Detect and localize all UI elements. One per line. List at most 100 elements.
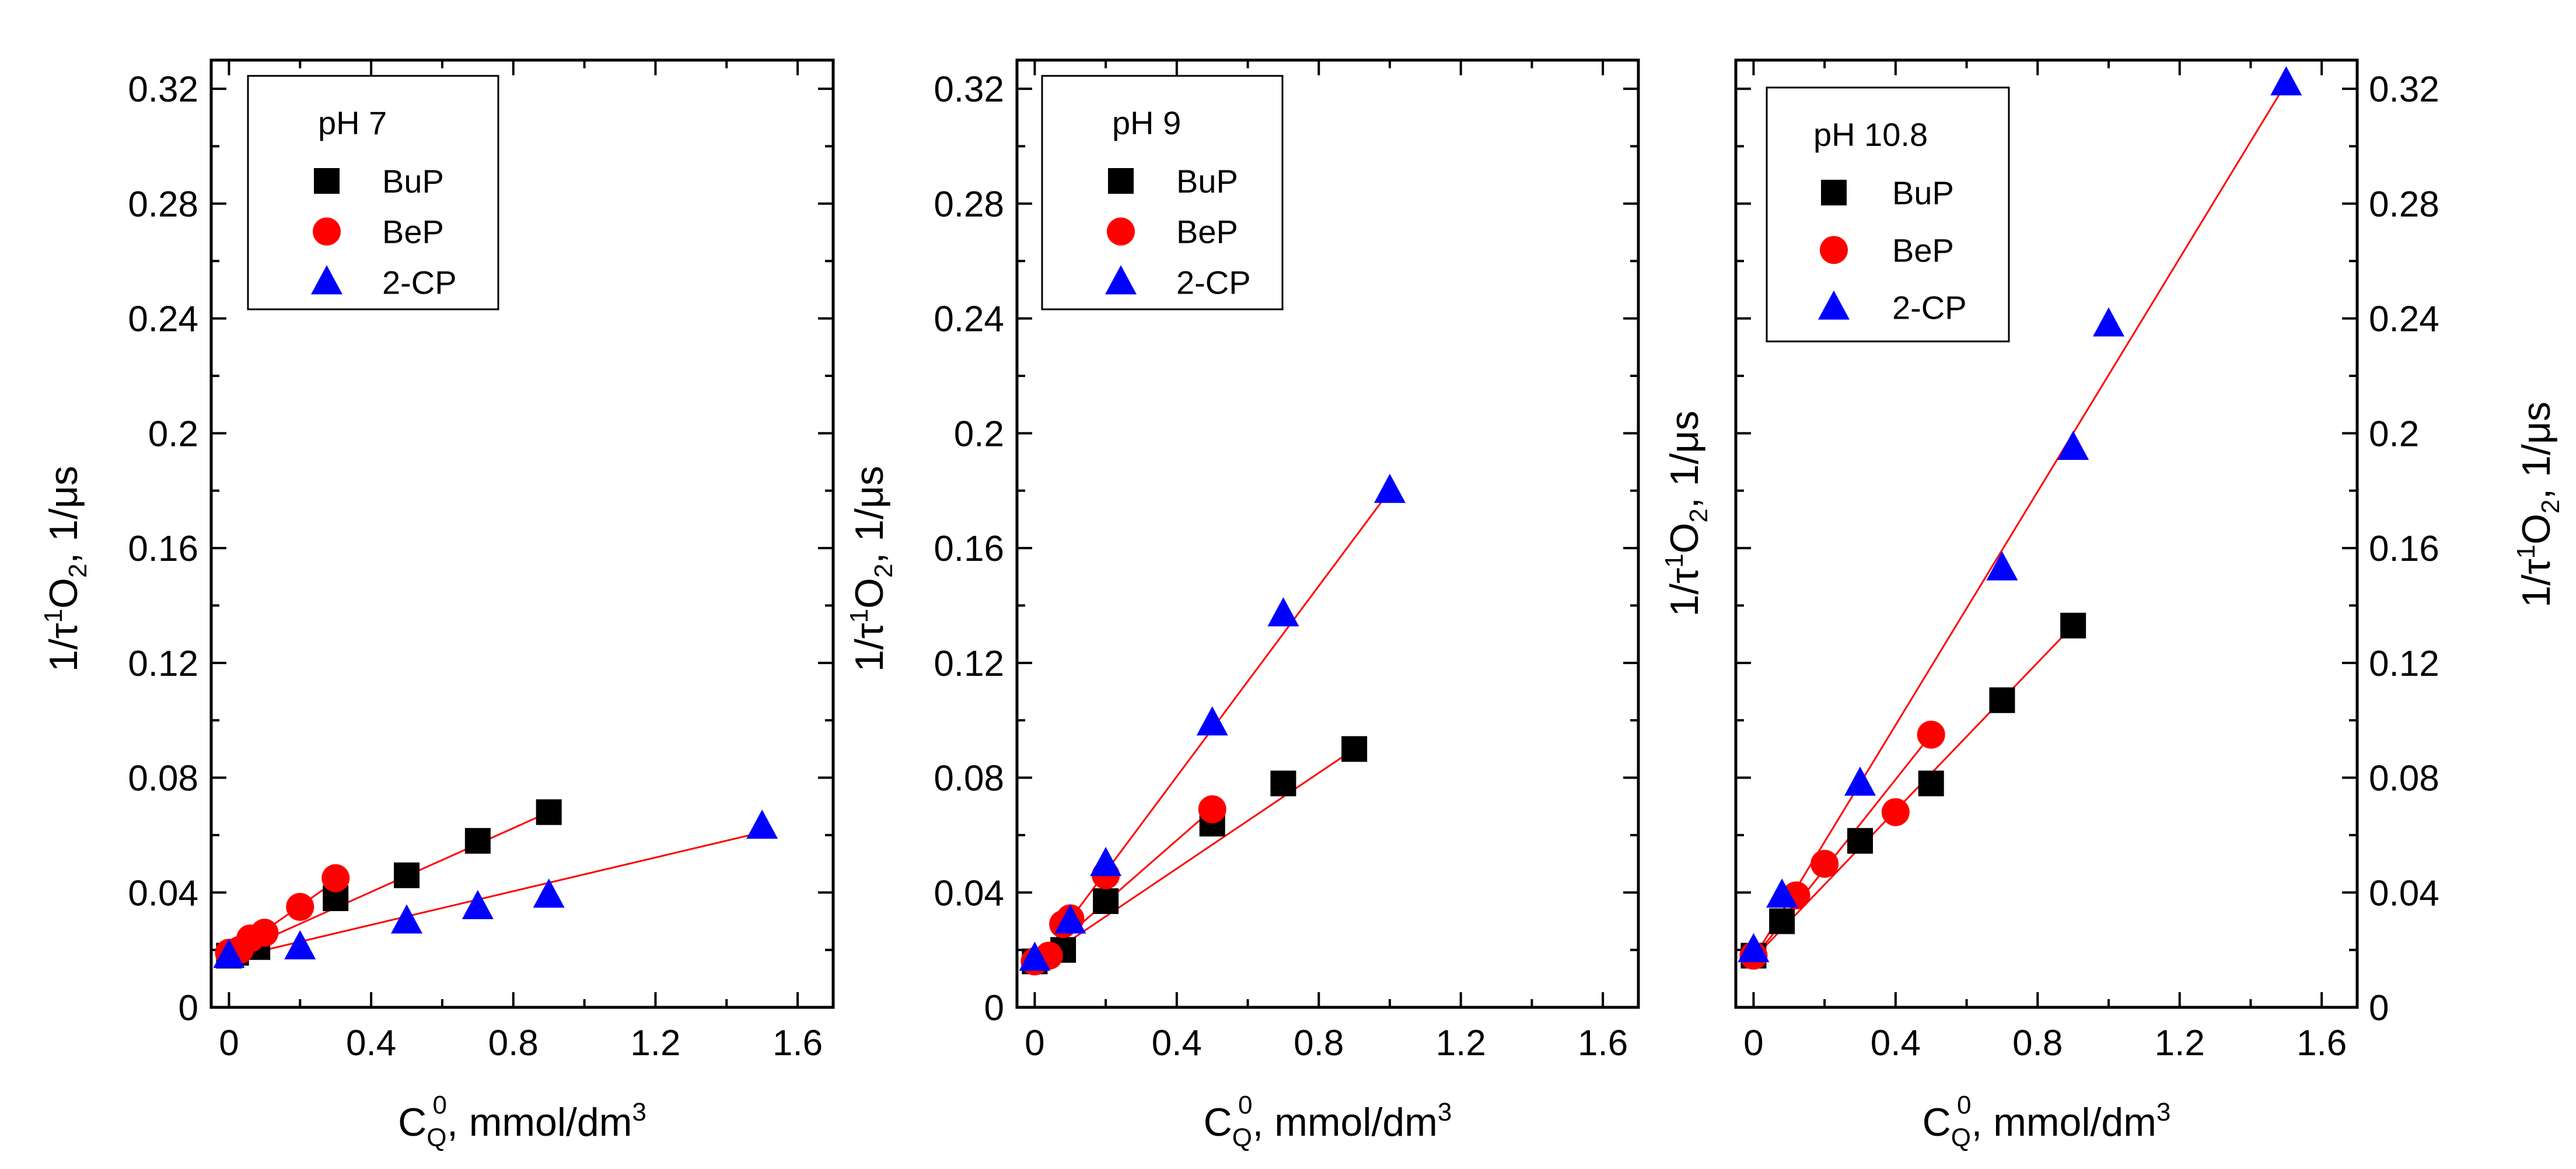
- panel-left: 0 0.4 0.8 1.2 1.6 0 0.04 0.08 0.12 0.16 0.2 0.24 0.2…: [128, 58, 835, 1063]
- y-tick-label: 0.16: [934, 529, 1004, 569]
- legend-title: pH 10.8: [1813, 116, 1928, 153]
- x-tick-label: 0.8: [488, 1023, 539, 1063]
- data-point-bep: [1881, 798, 1910, 826]
- y-axis-label: 1/τ1O2, 1/μs: [1660, 410, 1713, 616]
- panel-right: 0 0.4 0.8 1.2 1.6 0 0.04 0.08 0.12 0.16 0.2 0.24 0.2…: [1734, 58, 2439, 1063]
- data-point-bup: [536, 799, 562, 825]
- data-point-bep: [1917, 720, 1945, 749]
- y-tick-label: 0.28: [934, 184, 1004, 225]
- data-point-2-cp: [1267, 597, 1299, 627]
- data-point-2-cp: [2057, 430, 2089, 460]
- legend: pH 7 BuP BeP 2-CP: [247, 75, 499, 310]
- legend: pH 9 BuP BeP 2-CP: [1041, 75, 1284, 310]
- x-tick-label: 1.6: [773, 1023, 823, 1063]
- fit-line-bup: [1034, 748, 1355, 965]
- legend-marker-bup: [314, 168, 340, 194]
- data-point-bep: [321, 864, 350, 892]
- legend-marker-bup: [1821, 180, 1847, 205]
- fit-line-bup: [1753, 624, 2074, 959]
- x-tick-label: 0.4: [1871, 1023, 1921, 1063]
- y-tick-label: 0.12: [934, 644, 1004, 684]
- y-tick-label: 0.32: [2369, 69, 2439, 110]
- y-tick-label: 0.24: [2369, 299, 2439, 340]
- data-point-bup: [1769, 908, 1795, 934]
- legend-label: 2-CP: [1892, 289, 1967, 326]
- data-point-bup: [2060, 612, 2086, 638]
- data-point-bup: [1847, 828, 1873, 854]
- y-tick-label: 0.24: [128, 299, 198, 340]
- legend-marker-2-cp: [311, 265, 342, 295]
- plot-frame: [1015, 58, 1640, 1009]
- data-point-2-cp: [1054, 904, 1086, 934]
- fit-line-bup: [228, 811, 550, 957]
- data-point-bup: [1093, 888, 1119, 915]
- y-tick-label: 0: [2369, 988, 2389, 1028]
- y-tick-label: 0.04: [2369, 873, 2439, 913]
- data-point-2-cp: [213, 938, 245, 968]
- legend-label: 2-CP: [382, 264, 457, 301]
- y-tick-label: 0.04: [128, 873, 198, 913]
- y-tick-label: 0.08: [934, 759, 1004, 799]
- legend-label: BuP: [1176, 163, 1238, 200]
- legend-box: [1041, 75, 1284, 310]
- x-tick-label: 1.6: [2297, 1023, 2347, 1063]
- y-tick-label: 0.16: [128, 529, 198, 569]
- data-point-bup: [1989, 687, 2015, 713]
- data-point-bep: [1198, 795, 1226, 823]
- data-point-2-cp: [1090, 847, 1122, 877]
- data-point-bup: [1270, 770, 1296, 797]
- legend-marker-bep: [313, 217, 341, 246]
- y-axis-label: 1/τ1O2, 1/μs: [39, 466, 92, 672]
- data-point-bep: [1810, 850, 1839, 878]
- x-tick-label: 1.2: [630, 1023, 680, 1063]
- x-tick-label: 1.2: [1436, 1023, 1486, 1063]
- y-tick-label: 0.32: [934, 69, 1004, 110]
- fit-line-2-cp: [1753, 82, 2287, 959]
- y-tick-label: 0.12: [128, 644, 198, 684]
- legend-label: BuP: [382, 163, 444, 200]
- y-axis-label: 1/τ1O2, 1/μs: [2512, 402, 2565, 608]
- data-point-2-cp: [1019, 941, 1051, 971]
- legend-marker-2-cp: [1105, 265, 1137, 295]
- data-point-2-cp: [1986, 551, 2018, 581]
- legend-marker-2-cp: [1818, 290, 1850, 320]
- y-tick-label: 0.2: [2369, 414, 2419, 454]
- x-tick-label: 0: [1025, 1023, 1044, 1063]
- y-tick-label: 0.12: [2369, 644, 2439, 684]
- data-point-2-cp: [1196, 706, 1228, 736]
- data-point-bup: [394, 862, 420, 888]
- data-point-bup: [464, 828, 491, 854]
- y-tick-label: 0: [984, 988, 1004, 1028]
- legend-marker-bep: [1820, 236, 1848, 264]
- plot-frame: [1734, 58, 2359, 1009]
- data-point-2-cp: [533, 878, 565, 908]
- x-tick-label: 0.8: [1294, 1023, 1344, 1063]
- data-point-2-cp: [1766, 878, 1798, 908]
- x-tick-label: 1.2: [2155, 1023, 2205, 1063]
- fit-line-2-cp: [229, 831, 763, 959]
- data-point-2-cp: [1374, 473, 1406, 503]
- legend-label: BeP: [382, 214, 444, 250]
- legend-title: pH 9: [1112, 104, 1181, 141]
- x-axis-label: CQ0, mmol/dm3: [1923, 1091, 2171, 1152]
- data-point-2-cp: [284, 930, 316, 959]
- data-point-2-cp: [1738, 933, 1770, 962]
- y-tick-label: 0.04: [934, 873, 1004, 913]
- legend-label: BeP: [1892, 232, 1954, 268]
- data-point-2-cp: [2270, 66, 2302, 96]
- data-point-2-cp: [1844, 766, 1876, 796]
- y-axis-label: 1/τ1O2, 1/μs: [845, 466, 898, 672]
- x-axis-label: CQ0, mmol/dm3: [1204, 1091, 1452, 1152]
- legend-label: BuP: [1892, 175, 1954, 211]
- y-tick-label: 0.28: [2369, 184, 2439, 225]
- x-tick-label: 1.6: [1578, 1023, 1628, 1063]
- y-tick-label: 0.24: [934, 299, 1004, 340]
- y-tick-label: 0: [179, 988, 198, 1028]
- x-tick-label: 0.4: [1152, 1023, 1202, 1063]
- data-point-bup: [1918, 770, 1944, 797]
- legend-box: [1766, 86, 2010, 343]
- legend-label: 2-CP: [1176, 264, 1251, 301]
- data-point-2-cp: [462, 889, 494, 919]
- legend-title: pH 7: [318, 104, 387, 141]
- legend: pH 10.8 BuP BeP 2-CP: [1766, 86, 2010, 343]
